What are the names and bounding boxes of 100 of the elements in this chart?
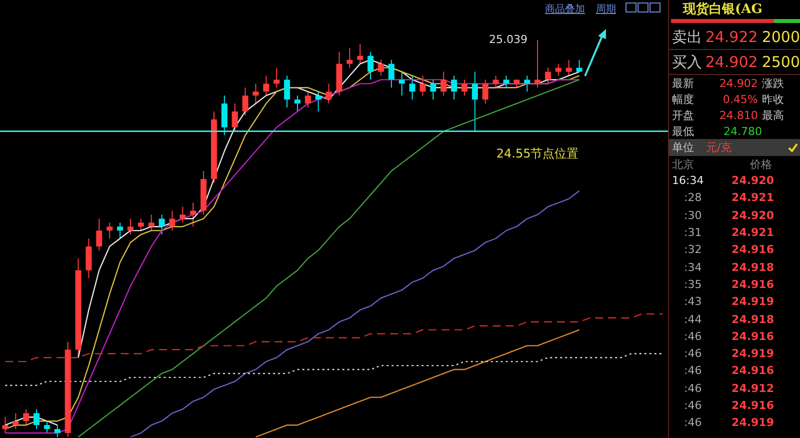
text: 24.919 xyxy=(730,347,774,360)
text: :35 xyxy=(683,278,703,291)
text: :46 xyxy=(683,399,703,412)
text: 现货白银(AG xyxy=(682,1,764,19)
text: :43 xyxy=(683,295,703,308)
candlestick xyxy=(96,218,102,251)
candlestick xyxy=(388,59,394,88)
candlestick xyxy=(221,95,228,136)
text: 最低 xyxy=(672,124,695,138)
candlestick xyxy=(148,214,154,232)
candlestick xyxy=(34,408,40,430)
candlestick xyxy=(44,420,50,434)
text: :46 xyxy=(683,382,703,395)
text: 24.916 xyxy=(730,399,774,412)
text: 24.920 xyxy=(730,208,774,222)
candlestick xyxy=(86,238,92,279)
candlestick xyxy=(482,79,488,104)
candlestick xyxy=(284,75,290,108)
candlestick xyxy=(2,416,8,434)
text: :44 xyxy=(683,312,703,326)
text: :46 xyxy=(683,416,703,430)
text: 最高 xyxy=(762,108,785,122)
text: 2500 xyxy=(762,53,800,71)
candlestick xyxy=(368,51,374,80)
text: 开盘 xyxy=(672,108,695,122)
candlestick xyxy=(440,71,447,96)
candlestick xyxy=(294,95,300,112)
text: 24.912 xyxy=(730,382,774,395)
candlestick xyxy=(232,103,238,132)
text: 最新 xyxy=(672,76,695,90)
text: 元/克 xyxy=(706,140,733,155)
candlestick xyxy=(398,71,405,96)
candlestick xyxy=(409,75,416,100)
candlestick xyxy=(346,47,353,68)
text: 24.916 xyxy=(730,243,774,256)
text: 卖出 xyxy=(672,28,702,46)
text: 24.902 xyxy=(718,76,759,90)
candlestick xyxy=(420,75,426,96)
candlestick xyxy=(54,424,60,438)
text: :30 xyxy=(683,208,703,222)
candlestick xyxy=(451,75,458,100)
text: 24.810 xyxy=(718,108,759,122)
candlestick xyxy=(190,202,196,228)
candlestick xyxy=(576,59,582,72)
text: 2000 xyxy=(762,28,800,46)
text: 0.45% xyxy=(722,92,759,106)
candlestick xyxy=(127,218,134,236)
text: 24.921 xyxy=(730,226,774,240)
text: :32 xyxy=(683,243,703,256)
text: 24.780 xyxy=(722,124,763,138)
text: 24.918 xyxy=(730,260,774,274)
text: :34 xyxy=(683,260,703,274)
candlestick xyxy=(534,40,541,88)
candlestick xyxy=(138,218,144,232)
candlestick xyxy=(326,83,332,104)
text: :46 xyxy=(683,347,703,360)
text: :46 xyxy=(683,330,703,343)
text: 24.920 xyxy=(730,174,774,188)
candlestick xyxy=(274,67,280,88)
text: 24.916 xyxy=(730,364,774,378)
text: 24.916 xyxy=(730,330,774,343)
candlestick xyxy=(252,83,259,104)
candlestick xyxy=(158,214,165,236)
candlestick xyxy=(315,91,322,112)
text: :31 xyxy=(683,226,703,240)
candlestick xyxy=(503,75,510,88)
text: 24.919 xyxy=(730,295,774,308)
text: 涨跌 xyxy=(762,76,785,90)
candlestick xyxy=(106,222,113,239)
candlestick xyxy=(524,75,530,92)
text: 买入 xyxy=(672,52,702,72)
annotation: 25.039 xyxy=(489,33,528,46)
candlestick xyxy=(357,43,364,64)
text: 24.922 xyxy=(704,28,759,46)
text: 单位 xyxy=(672,140,695,155)
text: :46 xyxy=(683,364,703,378)
text: 幅度 xyxy=(672,92,695,106)
candlestick xyxy=(555,63,562,76)
candlestick xyxy=(430,79,436,100)
text: 价格 xyxy=(749,156,772,172)
text: 24.902 xyxy=(704,53,759,71)
text: 24.916 xyxy=(730,278,774,291)
candlestick xyxy=(117,222,124,239)
text: 昨收 xyxy=(762,92,785,106)
text: 24.921 xyxy=(730,191,774,204)
candlestick xyxy=(23,408,30,426)
text: 周期 xyxy=(596,2,616,16)
text: 北京 xyxy=(672,156,695,172)
candlestick xyxy=(12,412,19,430)
candlestick xyxy=(304,91,311,108)
candlestick xyxy=(492,75,499,88)
ref-line-label: 24.55节点位置 xyxy=(496,146,579,160)
candlestick xyxy=(378,59,384,76)
text: 24.918 xyxy=(730,312,774,326)
candlestick xyxy=(242,87,248,116)
text: 16:34 xyxy=(672,174,705,188)
candlestick xyxy=(544,67,551,84)
candlestick xyxy=(169,210,176,232)
text: 24.919 xyxy=(730,416,774,430)
candlestick xyxy=(461,79,468,96)
